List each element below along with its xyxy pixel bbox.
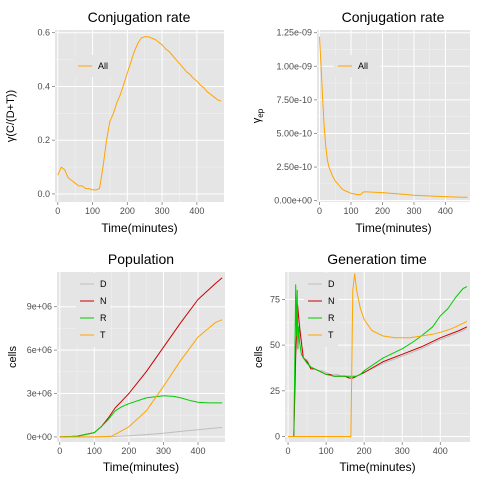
legend-label-all: All xyxy=(98,61,108,71)
series-line-t xyxy=(288,273,468,437)
x-axis-label: Time(minutes) xyxy=(339,460,415,474)
y-axis-label: γ(C/(D+T)) xyxy=(5,90,17,142)
x-tick-label: 400 xyxy=(433,446,448,456)
x-axis-label: Time(minutes) xyxy=(103,460,179,474)
x-tick-label: 200 xyxy=(375,206,390,216)
y-tick-label: 25 xyxy=(270,386,280,396)
legend-label-t: T xyxy=(328,330,334,340)
y-tick-label: 0.0 xyxy=(37,189,50,199)
series-line-t xyxy=(59,319,223,438)
x-tick-label: 200 xyxy=(120,206,135,216)
x-tick-label: 300 xyxy=(156,446,171,456)
y-axis-label-subscript: ep xyxy=(256,108,265,117)
legend-label-d: D xyxy=(100,279,107,289)
y-tick-label: 3e+06 xyxy=(27,389,52,399)
y-tick-label: 0.4 xyxy=(37,81,50,91)
x-tick-label: 400 xyxy=(438,206,453,216)
y-tick-label: 0.6 xyxy=(37,28,50,38)
y-tick-label: 5.00e-10 xyxy=(276,128,312,138)
x-axis-label: Time(minutes) xyxy=(101,221,177,235)
y-tick-label: 1.00e-09 xyxy=(276,61,312,71)
x-tick-label: 200 xyxy=(121,446,136,456)
legend-label-all: All xyxy=(358,61,368,71)
legend: All xyxy=(74,55,120,77)
x-tick-label: 400 xyxy=(191,446,206,456)
panel-conjugation-rate-ep: Conjugation rate 0 100 200 300 400 0.00e+00 2.5… xyxy=(251,9,470,235)
chart-title: Population xyxy=(108,251,174,267)
legend-label-t: T xyxy=(100,330,106,340)
x-tick-label: 300 xyxy=(395,446,410,456)
y-tick-label: 0.2 xyxy=(37,135,50,145)
x-tick-label: 200 xyxy=(357,446,372,456)
legend-label-n: N xyxy=(328,296,335,306)
legend-background xyxy=(334,55,380,77)
y-tick-label: 0.00e+00 xyxy=(274,196,312,206)
legend: All xyxy=(334,55,380,77)
legend-background xyxy=(74,55,120,77)
x-tick-label: 0 xyxy=(286,446,291,456)
legend-label-n: N xyxy=(100,296,107,306)
y-tick-label: 7.50e-10 xyxy=(276,95,312,105)
y-tick-label: 0 xyxy=(275,432,280,442)
series-group xyxy=(288,273,468,437)
y-tick-label: 75 xyxy=(270,294,280,304)
legend-label-r: R xyxy=(328,313,335,323)
y-tick-label: 0e+00 xyxy=(27,432,52,442)
y-tick-label: 9e+06 xyxy=(27,302,52,312)
y-axis-label: cells xyxy=(7,346,19,369)
y-tick-label: 2.50e-10 xyxy=(276,162,312,172)
x-tick-label: 100 xyxy=(87,446,102,456)
x-tick-label: 300 xyxy=(155,206,170,216)
x-tick-label: 100 xyxy=(343,206,358,216)
y-axis-label-main: γ xyxy=(251,117,263,123)
series-line-r xyxy=(293,284,468,437)
series-group xyxy=(319,36,468,198)
x-tick-label: 400 xyxy=(189,206,204,216)
x-tick-label: 0 xyxy=(57,446,62,456)
x-tick-label: 300 xyxy=(406,206,421,216)
chart-title: Conjugation rate xyxy=(342,9,445,25)
x-tick-label: 100 xyxy=(85,206,100,216)
series-line-all xyxy=(319,36,468,198)
y-axis-label: cells xyxy=(253,346,265,369)
chart-title: Conjugation rate xyxy=(88,9,191,25)
y-tick-label: 6e+06 xyxy=(27,345,52,355)
x-tick-label: 100 xyxy=(319,446,334,456)
y-tick-label: 1.25e-09 xyxy=(276,28,312,38)
x-tick-label: 0 xyxy=(317,206,322,216)
series-group xyxy=(59,277,223,438)
y-tick-label: 50 xyxy=(270,340,280,350)
legend-label-r: R xyxy=(100,313,107,323)
y-axis-label: γep xyxy=(251,108,265,123)
panel-conjugation-rate-all: Conjugation rate 0 100 200 300 400 0.0 0.2 0.4 0.… xyxy=(5,9,224,235)
panel-population: Population 0 100 200 300 400 0e+00 3e+06 6e+06 9e… xyxy=(7,251,225,474)
series-group xyxy=(57,36,222,191)
legend-label-d: D xyxy=(328,279,335,289)
x-axis-label: Time(minutes) xyxy=(355,221,431,235)
series-line-all xyxy=(57,36,222,191)
x-tick-label: 0 xyxy=(55,206,60,216)
series-line-r xyxy=(59,395,223,438)
chart-title: Generation time xyxy=(327,251,427,267)
panel-generation-time: Generation time 0 100 200 300 400 0 25 50 75 Time(… xyxy=(253,251,470,474)
